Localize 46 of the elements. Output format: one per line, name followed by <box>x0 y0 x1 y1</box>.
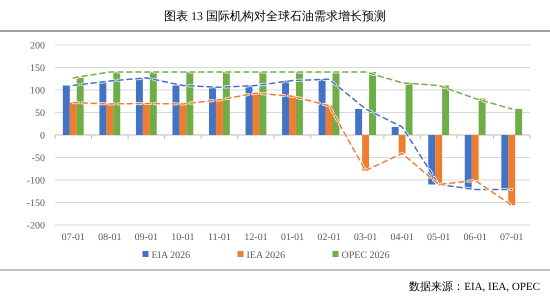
x-tick-label: 06-01 <box>464 232 487 243</box>
x-tick-label: 07-01 <box>500 232 524 243</box>
bar <box>142 104 150 135</box>
x-tick-label: 08-01 <box>98 232 122 243</box>
y-tick-label: -100 <box>26 176 45 186</box>
y-tick-label: -50 <box>32 153 45 164</box>
x-tick-label: 10-01 <box>171 232 195 243</box>
bar <box>106 104 114 135</box>
bar <box>216 100 223 135</box>
x-tick-label: 07-01 <box>62 232 85 243</box>
x-tick-label: 05-01 <box>426 232 450 243</box>
bar <box>179 104 186 135</box>
bar <box>282 80 290 135</box>
bar <box>246 86 252 135</box>
bar <box>326 106 333 135</box>
bar <box>472 135 479 180</box>
y-tick-label: -200 <box>26 220 45 232</box>
bar <box>99 81 106 135</box>
x-tick-label: 03-01 <box>354 232 378 243</box>
bar <box>62 86 70 135</box>
legend-label: OPEC 2026 <box>342 250 390 261</box>
bar <box>392 126 399 135</box>
y-tick-label: 100 <box>30 86 45 96</box>
bar <box>355 108 362 135</box>
x-tick-label: 02-01 <box>317 232 341 243</box>
x-tick-label: 11-01 <box>208 232 231 243</box>
source-note: 数据来源：EIA, IEA, OPEC <box>409 280 540 293</box>
bar <box>209 87 216 135</box>
y-tick-label: -150 <box>26 198 45 209</box>
y-tick-label: 0 <box>40 130 45 142</box>
x-tick-label: 09-01 <box>134 232 158 243</box>
x-tick-label: 12-01 <box>244 232 268 243</box>
bar <box>435 135 442 184</box>
bar <box>289 96 296 135</box>
legend-label: EIA 2026 <box>152 250 190 261</box>
bar <box>172 86 180 135</box>
legend-label: IEA 2026 <box>246 250 286 261</box>
bar <box>515 108 522 135</box>
y-tick-label: 150 <box>30 63 45 74</box>
bar <box>398 135 406 154</box>
x-tick-label: 04-01 <box>390 232 414 243</box>
x-tick-label: 01-01 <box>280 232 304 243</box>
y-tick-label: 200 <box>30 40 45 52</box>
y-tick-label: 50 <box>35 108 45 119</box>
bar <box>362 135 370 171</box>
chart-title: 图表 13 国际机构对全球石油需求增长预测 <box>164 9 386 23</box>
